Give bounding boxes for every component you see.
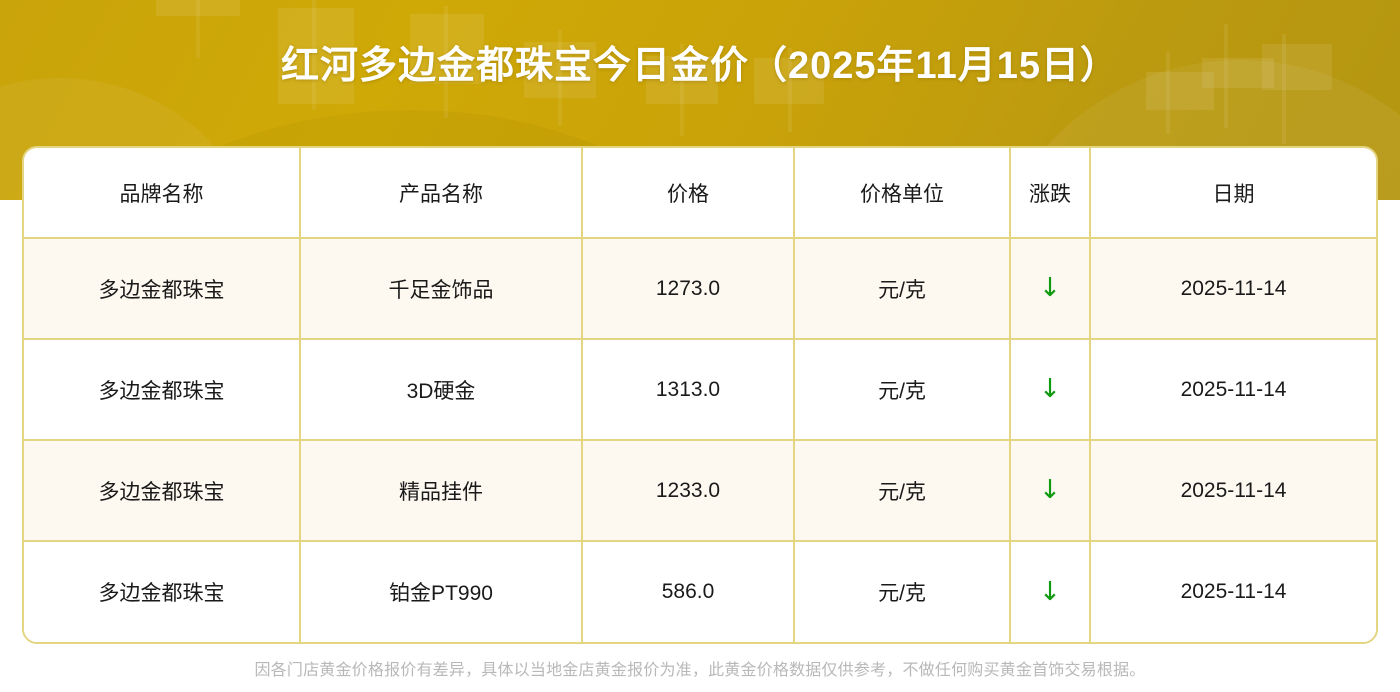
cell-unit: 元/克 [794, 440, 1011, 542]
candlestick-body [524, 42, 596, 98]
candlestick-wick [1166, 52, 1170, 134]
table-body: 多边金都珠宝 千足金饰品 1273.0 元/克 ↓ 2025-11-14 多边金… [24, 238, 1376, 642]
candlestick-wick [444, 6, 448, 118]
column-header-product: 产品名称 [300, 148, 583, 239]
cell-product: 铂金PT990 [300, 541, 583, 642]
table-header-row: 品牌名称 产品名称 价格 价格单位 涨跌 日期 [24, 148, 1376, 239]
candlestick-wick [558, 30, 562, 126]
candlestick-body [410, 14, 484, 84]
arrow-down-icon: ↓ [1039, 576, 1061, 607]
table-row: 多边金都珠宝 3D硬金 1313.0 元/克 ↓ 2025-11-14 [24, 339, 1376, 441]
price-table-card: 品牌名称 产品名称 价格 价格单位 涨跌 日期 多边金都珠宝 千足金饰品 127… [22, 146, 1378, 644]
cell-date: 2025-11-14 [1090, 541, 1376, 642]
candlestick-wick [196, 0, 200, 58]
arrow-down-icon: ↓ [1039, 374, 1061, 404]
cell-product: 3D硬金 [300, 339, 583, 441]
candlestick-body [1146, 72, 1214, 110]
candlestick-wick [1224, 24, 1228, 128]
cell-change: ↓ [1010, 440, 1091, 542]
table-row: 多边金都珠宝 精品挂件 1233.0 元/克 ↓ 2025-11-14 [24, 440, 1376, 542]
cell-unit: 元/克 [794, 541, 1011, 642]
column-header-price: 价格 [582, 148, 795, 239]
cell-brand: 多边金都珠宝 [24, 541, 301, 642]
candlestick-wick [312, 0, 316, 110]
cell-unit: 元/克 [794, 339, 1011, 441]
cell-change: ↓ [1010, 238, 1091, 340]
disclaimer-text: 因各门店黄金价格报价有差异，具体以当地金店黄金报价为准，此黄金价格数据仅供参考，… [254, 662, 1146, 679]
candlestick-body [278, 8, 354, 104]
candlestick-body [156, 0, 240, 16]
cell-price: 1273.0 [582, 238, 795, 340]
candlestick-body [1202, 58, 1274, 88]
cell-change: ↓ [1010, 339, 1091, 441]
column-header-brand: 品牌名称 [24, 148, 301, 239]
cell-brand: 多边金都珠宝 [24, 238, 301, 340]
cell-date: 2025-11-14 [1090, 440, 1376, 542]
cell-product: 精品挂件 [300, 440, 583, 542]
cell-brand: 多边金都珠宝 [24, 339, 301, 441]
cell-brand: 多边金都珠宝 [24, 440, 301, 542]
arrow-down-icon: ↓ [1039, 475, 1061, 505]
table-header: 品牌名称 产品名称 价格 价格单位 涨跌 日期 [24, 148, 1376, 239]
table-row: 多边金都珠宝 千足金饰品 1273.0 元/克 ↓ 2025-11-14 [24, 238, 1376, 340]
arrow-down-icon: ↓ [1039, 273, 1061, 303]
cell-product: 千足金饰品 [300, 238, 583, 340]
cell-change: ↓ [1010, 541, 1091, 642]
table-row: 多边金都珠宝 铂金PT990 586.0 元/克 ↓ 2025-11-14 [24, 541, 1376, 642]
column-header-unit: 价格单位 [794, 148, 1011, 239]
candlestick-wick [1282, 34, 1286, 144]
page-banner: 红河多边金都珠宝今日金价（2025年11月15日） [0, 0, 1400, 200]
candlestick-body [1262, 44, 1332, 90]
gold-price-table: 品牌名称 产品名称 价格 价格单位 涨跌 日期 多边金都珠宝 千足金饰品 127… [24, 148, 1376, 642]
cell-unit: 元/克 [794, 238, 1011, 340]
cell-price: 1313.0 [582, 339, 795, 441]
candlestick-body [754, 58, 824, 104]
candlestick-wick [680, 44, 684, 136]
cell-date: 2025-11-14 [1090, 339, 1376, 441]
cell-price: 586.0 [582, 541, 795, 642]
cell-price: 1233.0 [582, 440, 795, 542]
candlestick-body [646, 56, 718, 104]
column-header-change: 涨跌 [1010, 148, 1091, 239]
candlestick-wick [788, 48, 792, 132]
column-header-date: 日期 [1090, 148, 1376, 239]
page-title: 红河多边金都珠宝今日金价（2025年11月15日） [281, 45, 1119, 87]
cell-date: 2025-11-14 [1090, 238, 1376, 340]
